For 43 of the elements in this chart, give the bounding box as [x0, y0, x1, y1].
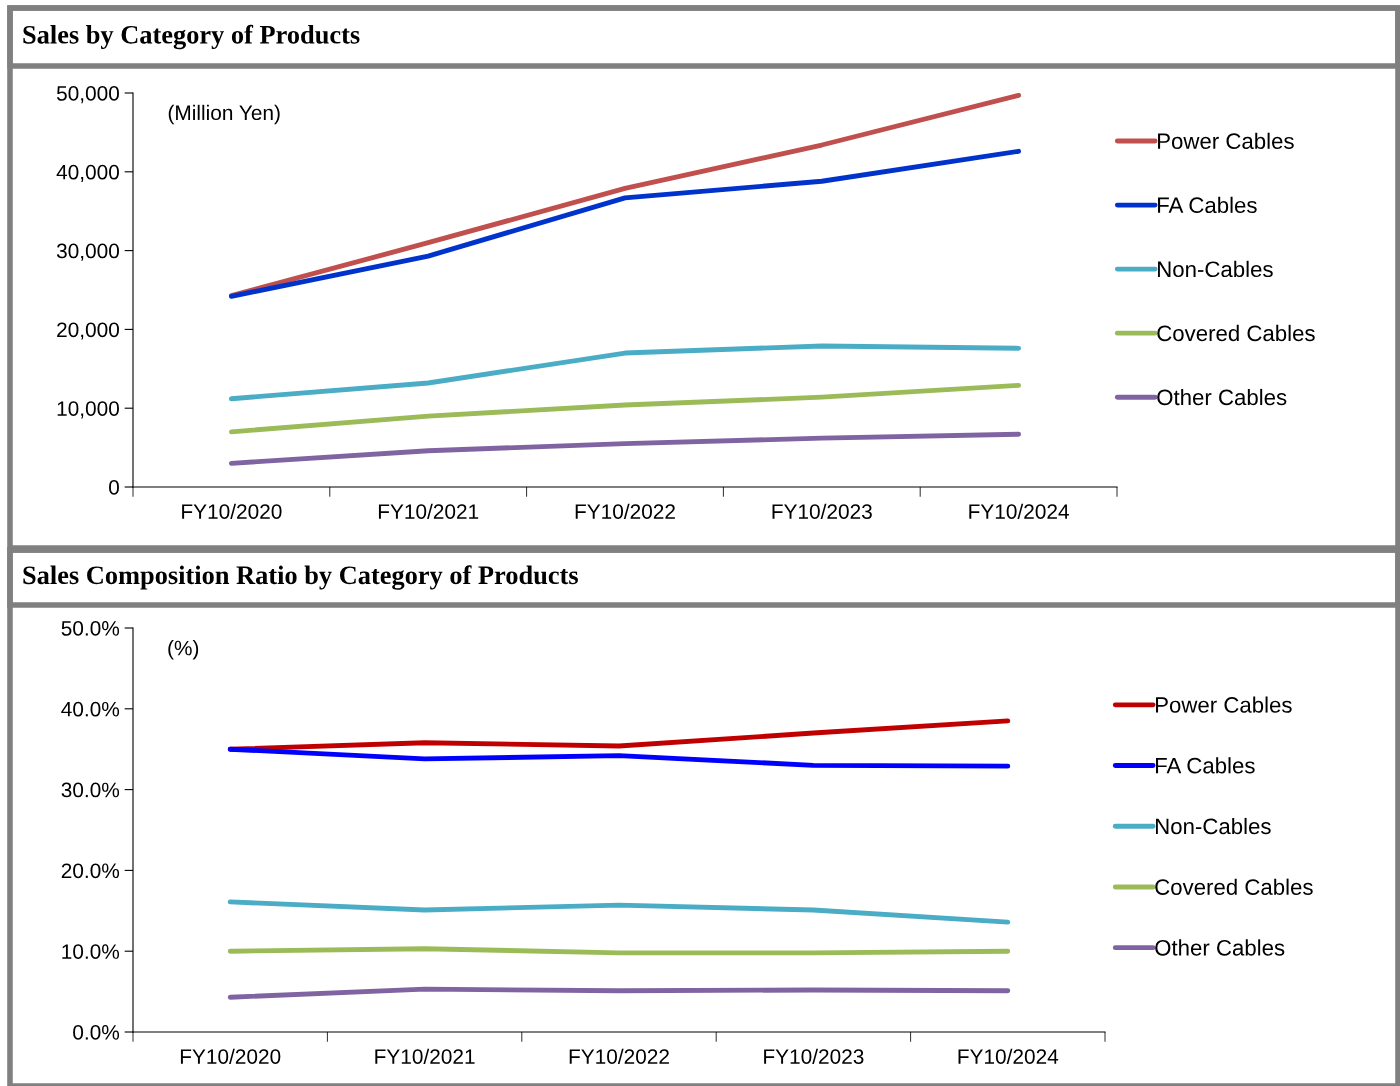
line-series: [228, 148, 1022, 299]
y-tick-label: 30,000: [56, 243, 119, 261]
x-tick-label: FY10/2024: [969, 503, 1069, 519]
annotation: (%): [168, 640, 199, 660]
line-series: [227, 746, 1011, 769]
x-tick-label: FY10/2020: [182, 503, 282, 519]
legend-label: Covered Cables: [1157, 324, 1315, 342]
legend-label: FA Cables: [1158, 196, 1257, 214]
y-tick-label: 40,000: [56, 164, 119, 183]
line-series: [227, 899, 1011, 925]
chart-title: Sales Composition Ratio by Category of Products: [23, 565, 578, 590]
y-tick-label: 0: [109, 480, 119, 495]
x-tick-label: FY10/2020: [180, 1048, 281, 1064]
x-tick-label: FY10/2021: [375, 1048, 475, 1064]
y-tick-label: 40.0%: [61, 701, 120, 717]
legend-label: Other Cables: [1157, 388, 1287, 406]
annotation: (Million Yen): [168, 104, 280, 125]
x-tick-label: FY10/2022: [575, 503, 675, 519]
x-tick-label: FY10/2024: [958, 1048, 1059, 1064]
x-tick-label: FY10/2022: [569, 1048, 669, 1064]
y-tick-label: 20,000: [57, 322, 119, 340]
chart-title: Sales by Category of Products: [23, 24, 360, 50]
legend-label: Power Cables: [1158, 132, 1294, 150]
x-tick-label: FY10/2021: [378, 503, 479, 519]
legend-label: Covered Cables: [1155, 878, 1313, 895]
y-tick-label: 10,000: [57, 401, 119, 419]
legend-label: FA Cables: [1155, 757, 1255, 774]
legend-label: Other Cables: [1155, 939, 1285, 956]
legend-label: Non-Cables: [1155, 817, 1271, 835]
legend-label: Non-Cables: [1158, 260, 1273, 278]
y-tick-label: 20.0%: [61, 863, 120, 879]
line-series: [228, 431, 1022, 466]
x-tick-label: FY10/2023: [772, 503, 872, 519]
y-tick-label: 50,000: [56, 86, 119, 104]
line-series: [227, 986, 1011, 1000]
x-tick-label: FY10/2023: [764, 1048, 864, 1064]
y-tick-label: 30.0%: [61, 782, 120, 798]
line-series: [228, 382, 1022, 435]
y-tick-label: 0.0%: [73, 1025, 120, 1040]
legend-label: Power Cables: [1155, 696, 1292, 713]
y-tick-label: 10.0%: [62, 944, 120, 959]
line-series: [228, 343, 1022, 402]
y-tick-label: 50.0%: [61, 621, 120, 636]
